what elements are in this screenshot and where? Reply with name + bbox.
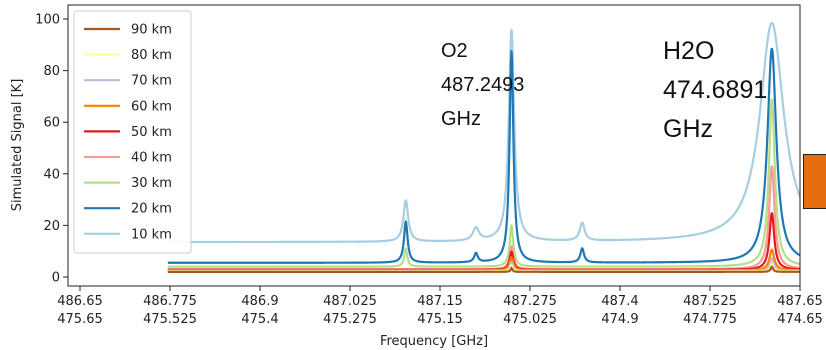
h2o-annotation-line: H2O: [663, 37, 715, 65]
o2-annotation: O2 487.2493 GHz: [441, 34, 524, 136]
series-lines: [167, 21, 802, 273]
x-tick-label-secondary: 474.775: [683, 312, 737, 327]
y-tick-label: 0: [52, 271, 60, 286]
x-tick-label: 486.775: [143, 294, 197, 309]
legend-label: 70 km: [131, 74, 172, 89]
x-tick-label: 487.4: [601, 294, 638, 309]
x-tick-label-secondary: 475.025: [503, 312, 557, 327]
h2o-annotation-line: 474.6891: [663, 76, 768, 104]
series-line: [167, 265, 801, 273]
h2o-annotation: H2O 474.6891 GHz: [663, 32, 767, 149]
y-tick-label: 100: [35, 13, 60, 28]
o2-annotation-line: GHz: [441, 108, 481, 130]
y-tick-label: 60: [43, 116, 60, 131]
series-line: [167, 165, 801, 271]
x-tick-label: 487.025: [323, 294, 377, 309]
x-tick-label: 486.9: [241, 294, 278, 309]
orange-box: [803, 154, 826, 209]
y-axis: 0 20 40 60 80 100: [35, 13, 68, 286]
y-axis-label: Simulated Signal [K]: [10, 79, 25, 212]
x-tick-label: 487.65: [777, 294, 823, 309]
x-axis-label: Frequency [GHz]: [380, 334, 488, 349]
o2-annotation-line: O2: [441, 40, 468, 62]
legend-label: 50 km: [131, 125, 172, 140]
x-tick-label: 487.275: [503, 294, 557, 309]
x-tick-label-secondary: 475.275: [323, 312, 377, 327]
x-tick-label-secondary: 474.9: [601, 312, 638, 327]
series-line: [167, 47, 801, 264]
series-line: [167, 21, 802, 244]
legend-label: 60 km: [131, 99, 172, 114]
legend-label: 30 km: [131, 176, 172, 191]
y-tick-label: 40: [43, 167, 60, 182]
legend-label: 20 km: [131, 202, 172, 217]
x-tick-label: 486.65: [57, 294, 103, 309]
y-tick-label: 80: [43, 64, 60, 79]
x-tick-label-secondary: 475.15: [417, 312, 463, 327]
legend-label: 40 km: [131, 151, 172, 166]
series-line: [167, 98, 801, 268]
legend-label: 80 km: [131, 48, 172, 63]
plot-frame: [67, 4, 801, 287]
h2o-annotation-line: GHz: [663, 115, 713, 143]
legend-box: [73, 10, 192, 254]
o2-annotation-line: 487.2493: [441, 74, 525, 96]
x-tick-label-secondary: 475.65: [57, 312, 103, 327]
legend-label: 90 km: [131, 23, 172, 38]
legend-label: 10 km: [131, 227, 172, 242]
x-tick-label: 487.525: [683, 294, 737, 309]
x-tick-label-secondary: 475.4: [241, 312, 278, 327]
x-tick-label-secondary: 474.65: [777, 312, 823, 327]
y-tick-label: 20: [43, 219, 60, 234]
x-axis: 486.65 475.65 486.775 475.525 486.9 475.4 487.…: [57, 286, 823, 327]
x-tick-label: 487.15: [417, 294, 463, 309]
legend: 90 km 80 km 70 km 60 km 50 km 40 km 30 km 20 km…: [73, 10, 192, 254]
x-tick-label-secondary: 475.525: [143, 312, 197, 327]
